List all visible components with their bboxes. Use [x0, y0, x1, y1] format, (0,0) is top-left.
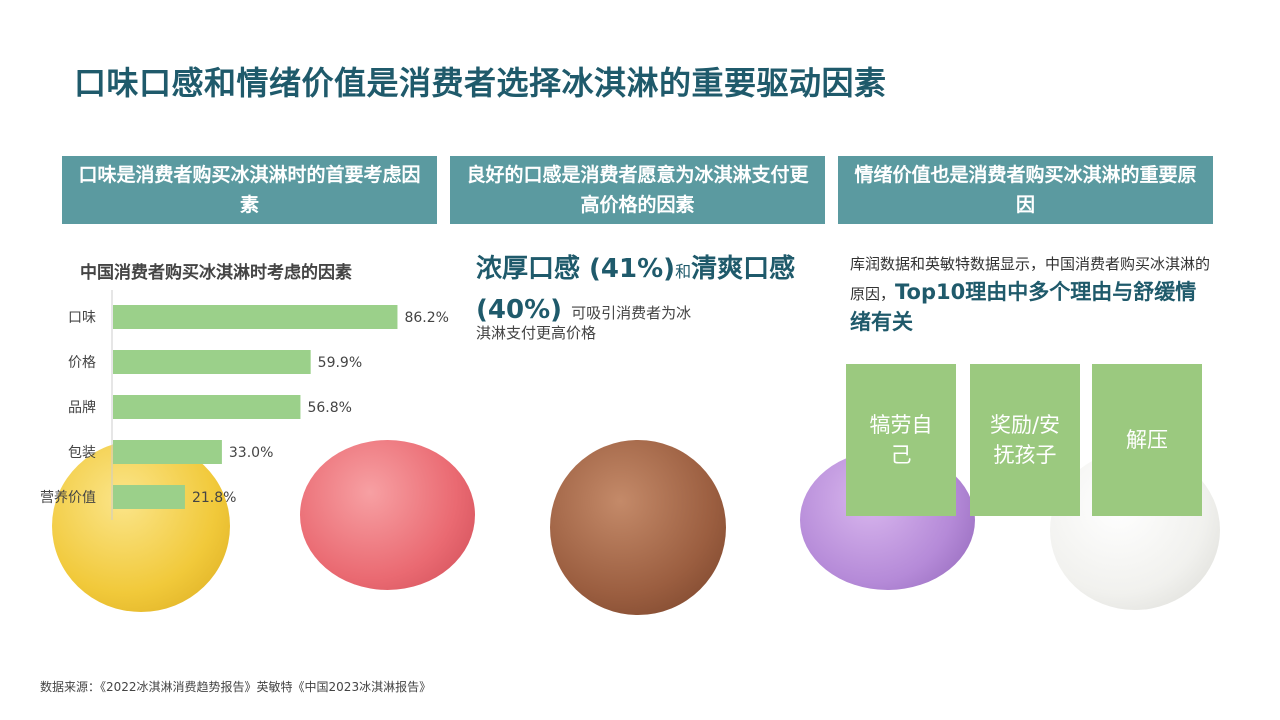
- texture-desc-rest: 淇淋支付更高价格: [476, 324, 597, 342]
- category-label: 价格: [68, 355, 96, 371]
- emotion-paragraph: 库润数据和英敏特数据显示，中国消费者购买冰淇淋的原因，Top10理由中多个理由与…: [850, 250, 1215, 338]
- category-label: 口味: [68, 310, 96, 326]
- fresh-texture-text: 清爽口感 (40%): [476, 254, 796, 325]
- bar: [113, 485, 185, 509]
- chocolate-ice-cream-scoop: [550, 440, 726, 615]
- reason-box-relieve-stress: 解压: [1092, 364, 1202, 516]
- bar: [113, 305, 398, 329]
- column-header-text: 情绪价值也是消费者购买冰淇淋的重要原因: [854, 164, 1197, 216]
- bar: [113, 395, 301, 419]
- pink-ice-cream-scoop: [300, 440, 475, 590]
- bar: [113, 350, 311, 374]
- value-label: 56.8%: [307, 400, 351, 416]
- category-label: 营养价值: [40, 490, 96, 506]
- reason-box-label: 解压: [1126, 428, 1168, 452]
- data-source: 数据来源：《2022冰淇淋消费趋势报告》英敏特《中国2023冰淇淋报告》: [40, 680, 432, 694]
- texture-desc-inline: 可吸引消费者为冰: [571, 304, 692, 322]
- thick-texture-text: 浓厚口感 (41%): [476, 254, 676, 284]
- reason-box-label: 奖励/安抚孩子: [989, 413, 1061, 467]
- texture-highlight: 浓厚口感 (41%)和清爽口感 (40%) 可吸引消费者为冰: [476, 250, 806, 332]
- reason-box-reward-children: 奖励/安抚孩子: [970, 364, 1080, 516]
- emotion-highlight-text: Top10理由中多个理由与舒缓情绪有关: [850, 280, 1197, 334]
- value-label: 33.0%: [229, 445, 273, 461]
- column-header-text: 良好的口感是消费者愿意为冰淇淋支付更高价格的因素: [466, 164, 809, 216]
- column-header-taste: 口味是消费者购买冰淇淋时的首要考虑因素: [62, 156, 437, 224]
- reason-box-reward-self: 犒劳自己: [846, 364, 956, 516]
- emotion-paragraph-text: 库润数据和英敏特数据显示，中国消费者购买冰淇淋的原因，: [850, 255, 1211, 303]
- value-label: 21.8%: [192, 490, 236, 506]
- column-header-text: 口味是消费者购买冰淇淋时的首要考虑因素: [78, 164, 421, 216]
- column-header-texture: 良好的口感是消费者愿意为冰淇淋支付更高价格的因素: [450, 156, 825, 224]
- category-label: 包装: [68, 445, 96, 461]
- factors-bar-chart: 口味 86.2% 价格 59.9% 品牌 56.8% 包装 33.0% 营养价值 21.8%: [40, 290, 449, 520]
- chart-title: 中国消费者购买冰淇淋时考虑的因素: [80, 263, 352, 283]
- reason-box-label: 犒劳自己: [869, 413, 933, 467]
- page-title: 口味口感和情绪价值是消费者选择冰淇淋的重要驱动因素: [74, 64, 887, 102]
- value-label: 59.9%: [318, 355, 362, 371]
- bar: [113, 440, 222, 464]
- connector-text: 和: [675, 262, 692, 281]
- column-header-emotion: 情绪价值也是消费者购买冰淇淋的重要原因: [838, 156, 1213, 224]
- yellow-ice-cream-scoop: [52, 440, 230, 612]
- value-label: 86.2%: [404, 310, 448, 326]
- category-label: 品牌: [68, 399, 96, 416]
